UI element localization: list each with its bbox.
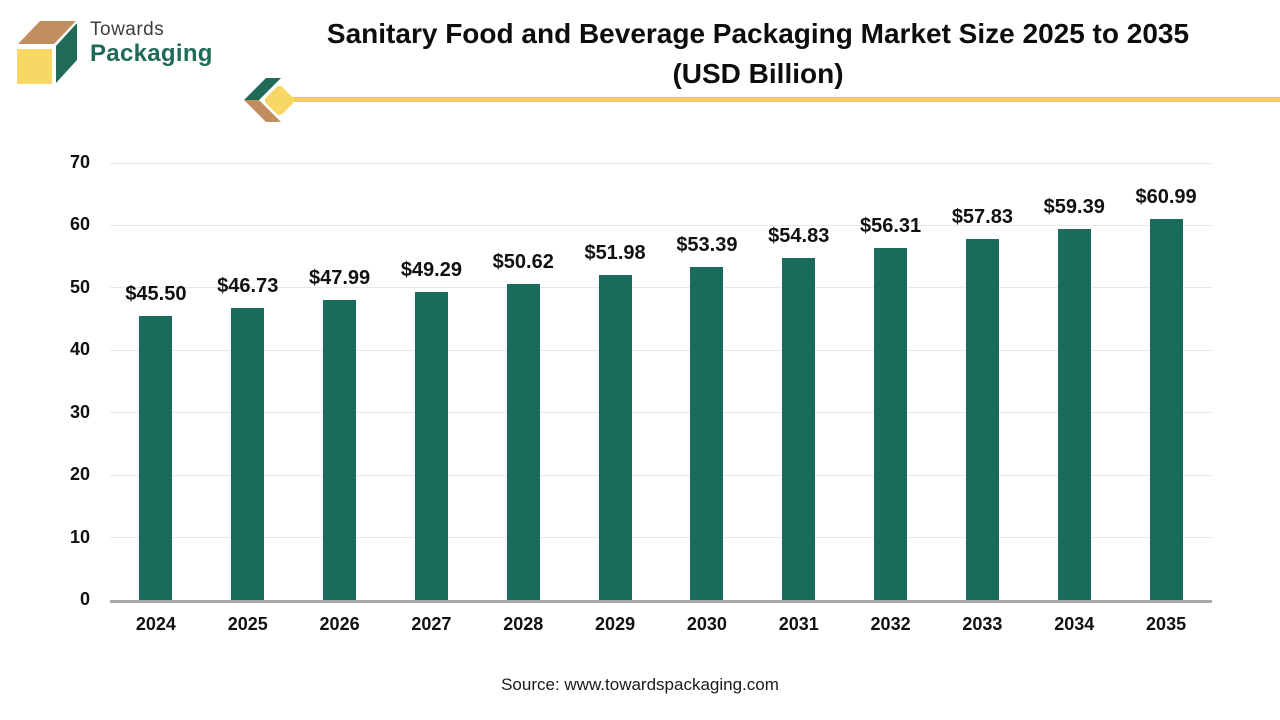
gridline-50 <box>110 287 1212 289</box>
bar-2033 <box>965 238 999 600</box>
bar-value-label-2034: $59.39 <box>1043 196 1105 219</box>
x-tick-label-2029: 2029 <box>595 614 636 634</box>
bar-value-label-2027: $49.29 <box>400 259 462 282</box>
bar-value-label-2033: $57.83 <box>951 205 1013 228</box>
gridline-40 <box>110 349 1212 351</box>
x-tick-label-2033: 2033 <box>962 614 1003 634</box>
x-tick-label-2028: 2028 <box>503 614 544 634</box>
gridline-70 <box>110 162 1212 164</box>
bar-2029 <box>598 275 632 600</box>
x-tick-label-2032: 2032 <box>870 614 911 634</box>
bar-2030 <box>690 266 724 600</box>
bar-2034 <box>1057 229 1091 600</box>
y-tick-label-20: 20 <box>69 464 90 485</box>
y-tick-label-60: 60 <box>69 214 90 235</box>
x-tick-label-2026: 2026 <box>319 614 360 634</box>
bar-value-label-2026: $47.99 <box>308 267 371 290</box>
logo-cube-icon <box>17 21 77 84</box>
bar-value-label-2025: $46.73 <box>217 275 279 298</box>
axis-baseline <box>110 600 1212 603</box>
y-tick-label-30: 30 <box>69 401 90 422</box>
x-tick-label-2025: 2025 <box>227 614 268 634</box>
bar-value-label-2032: $56.31 <box>859 215 922 238</box>
gridline-60 <box>110 224 1212 226</box>
source-text: Source: www.towardspackaging.com <box>501 675 779 694</box>
logo-line2: Packaging <box>90 39 213 67</box>
gridline-10 <box>110 537 1212 539</box>
chart-title-line2: (USD Billion) <box>672 58 844 89</box>
x-tick-label-2035: 2035 <box>1146 614 1187 634</box>
bar-value-label-2028: $50.62 <box>492 250 554 273</box>
bar-2035 <box>1149 219 1183 600</box>
gridline-20 <box>110 474 1212 476</box>
bar-2031 <box>782 257 816 600</box>
bar-value-label-2035: $60.99 <box>1135 186 1197 209</box>
x-tick-label-2034: 2034 <box>1054 614 1095 634</box>
x-tick-label-2030: 2030 <box>686 614 727 634</box>
bar-2026 <box>323 300 357 600</box>
bar-2028 <box>506 283 540 600</box>
chart-title-line1: Sanitary Food and Beverage Packaging Mar… <box>326 18 1190 49</box>
gridline-30 <box>110 412 1212 414</box>
y-tick-label-50: 50 <box>69 276 90 297</box>
bar-value-label-2024: $45.50 <box>125 282 187 305</box>
towards-packaging-logo: Towards Packaging <box>10 10 240 94</box>
x-tick-label-2027: 2027 <box>411 614 452 634</box>
bar-2024 <box>139 315 173 600</box>
divider-line <box>284 97 1280 102</box>
x-tick-label-2031: 2031 <box>778 614 819 634</box>
y-tick-label-10: 10 <box>69 526 90 547</box>
y-tick-label-0: 0 <box>79 589 90 609</box>
chart-title: Sanitary Food and Beverage Packaging Mar… <box>250 14 1266 94</box>
chevron-divider-icon <box>244 78 295 122</box>
x-tick-label-2024: 2024 <box>135 614 176 634</box>
y-tick-label-40: 40 <box>69 339 90 360</box>
logo-text: Towards Packaging <box>90 19 213 67</box>
bar-value-label-2030: $53.39 <box>676 233 738 256</box>
bar-value-label-2029: $51.98 <box>584 242 646 265</box>
bar-2027 <box>414 292 448 600</box>
bar-value-label-2031: $54.83 <box>768 224 830 247</box>
logo-line1: Towards <box>90 19 165 40</box>
y-tick-label-70: 70 <box>69 152 90 172</box>
bar-2032 <box>874 248 908 600</box>
bar-2025 <box>231 308 265 600</box>
